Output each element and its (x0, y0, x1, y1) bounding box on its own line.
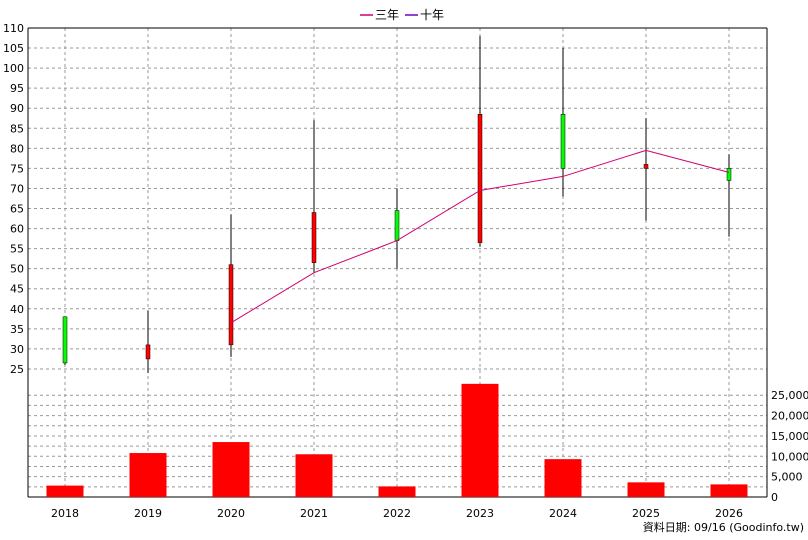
candle-body (394, 210, 400, 241)
price-tick-label: 45 (10, 283, 24, 296)
volume-bar (129, 453, 167, 497)
volume-tick-label: 15,000 (771, 430, 808, 443)
legend-label-10yr: 十年 (420, 8, 444, 22)
volume-bar (295, 454, 333, 497)
year-tick-label: 2025 (632, 507, 660, 520)
volume-bar (46, 485, 84, 497)
volume-tick-label: 20,000 (771, 410, 808, 423)
candle-body (311, 212, 317, 263)
volume-tick-label: 5,000 (771, 471, 803, 484)
year-tick-label: 2026 (715, 507, 743, 520)
tick-labels: 25 30 35 40 45 50 55 60 65 70 75 80 85 90 95 100 105 110 0… (3, 22, 808, 520)
year-tick-label: 2020 (217, 507, 245, 520)
year-tick-label: 2019 (134, 507, 162, 520)
price-tick-label: 75 (10, 162, 24, 175)
price-tick-label: 65 (10, 203, 24, 216)
price-tick-label: 55 (10, 243, 24, 256)
year-tick-label: 2023 (466, 507, 494, 520)
price-tick-label: 85 (10, 122, 24, 135)
volume-bar (544, 459, 582, 497)
price-tick-label: 60 (10, 223, 24, 236)
candle-body (560, 113, 566, 169)
volume-bar (461, 383, 499, 497)
price-tick-label: 25 (10, 363, 24, 376)
volume-bar (627, 482, 665, 497)
price-tick-label: 50 (10, 263, 24, 276)
price-tick-label: 90 (10, 102, 24, 115)
price-tick-label: 40 (10, 303, 24, 316)
year-tick-label: 2021 (300, 507, 328, 520)
legend: 三年 十年 (360, 8, 444, 22)
average-lines (230, 149, 730, 324)
year-tick-label: 2022 (383, 507, 411, 520)
volume-bar (710, 484, 748, 497)
price-tick-label: 80 (10, 142, 24, 155)
candle-body (726, 168, 732, 181)
candle-body (643, 164, 649, 169)
price-tick-label: 110 (3, 22, 24, 35)
price-tick-label: 70 (10, 182, 24, 195)
price-tick-label: 100 (3, 62, 24, 75)
volume-tick-label: 10,000 (771, 450, 808, 463)
year-tick-label: 2024 (549, 507, 577, 520)
series-line (230, 149, 730, 324)
candle-body (145, 344, 151, 360)
candles (62, 36, 732, 373)
price-tick-label: 105 (3, 42, 24, 55)
candle-body (62, 316, 68, 364)
price-tick-label: 95 (10, 82, 24, 95)
price-tick-label: 35 (10, 323, 24, 336)
source-label: 資料日期: 09/16 (Goodinfo.tw) (643, 520, 804, 534)
year-tick-label: 2018 (51, 507, 79, 520)
price-tick-label: 30 (10, 343, 24, 356)
volume-bar (378, 486, 416, 497)
legend-label-3yr: 三年 (375, 8, 399, 22)
volume-bars (46, 383, 748, 497)
volume-bar (212, 442, 250, 497)
candle-body (228, 264, 234, 346)
candle-body (477, 113, 483, 243)
volume-tick-label: 25,000 (771, 389, 808, 402)
volume-tick-label: 0 (771, 491, 778, 504)
